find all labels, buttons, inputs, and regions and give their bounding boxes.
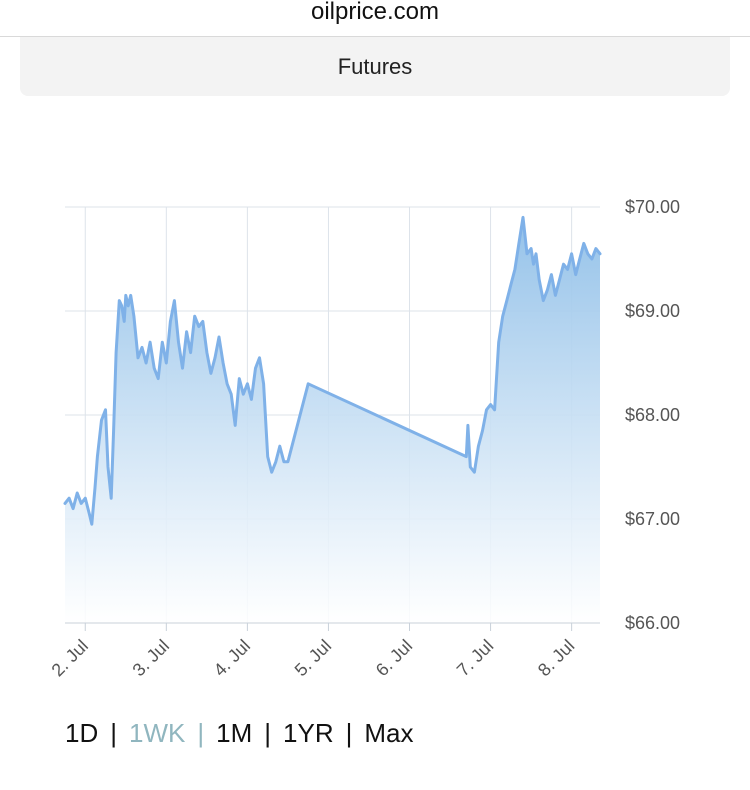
range-separator: | (264, 717, 272, 748)
range-option-1d[interactable]: 1D (65, 717, 99, 748)
x-tick-label: 4. Jul (210, 636, 255, 681)
range-separator: | (197, 717, 205, 748)
x-tick-label: 3. Jul (129, 636, 174, 681)
range-selector: 1D | 1WK | 1M | 1YR | Max (65, 716, 413, 750)
y-tick-label: $66.00 (625, 613, 680, 633)
price-line (63, 215, 602, 526)
x-tick-label: 7. Jul (453, 636, 498, 681)
x-tick-label: 6. Jul (372, 636, 417, 681)
x-tick-label: 8. Jul (534, 636, 579, 681)
range-separator: | (110, 717, 118, 748)
x-tick-label: 5. Jul (291, 636, 336, 681)
range-option-1yr[interactable]: 1YR (283, 717, 334, 748)
futures-tab-label: Futures (337, 53, 413, 79)
range-separator: | (345, 717, 353, 748)
oil-futures-chart: $70.00 $69.00 $68.00 $67.00 $66.00 2. Jul 3. J… (48, 197, 681, 681)
y-tick-label: $70.00 (625, 197, 680, 217)
y-tick-label: $69.00 (625, 301, 680, 321)
y-tick-label: $67.00 (625, 509, 680, 529)
price-area (65, 217, 600, 623)
range-option-1wk[interactable]: 1WK (129, 717, 186, 748)
range-option-1m[interactable]: 1M (216, 717, 253, 748)
header-divider (0, 36, 750, 37)
futures-tab[interactable]: Futures (20, 37, 730, 96)
price-chart-container: $70.00 $69.00 $68.00 $67.00 $66.00 2. Jul 3. J… (0, 150, 750, 690)
x-tick-label: 2. Jul (48, 636, 93, 681)
y-tick-label: $68.00 (625, 405, 680, 425)
range-option-max[interactable]: Max (364, 717, 414, 748)
site-domain: oilprice.com (310, 0, 440, 25)
